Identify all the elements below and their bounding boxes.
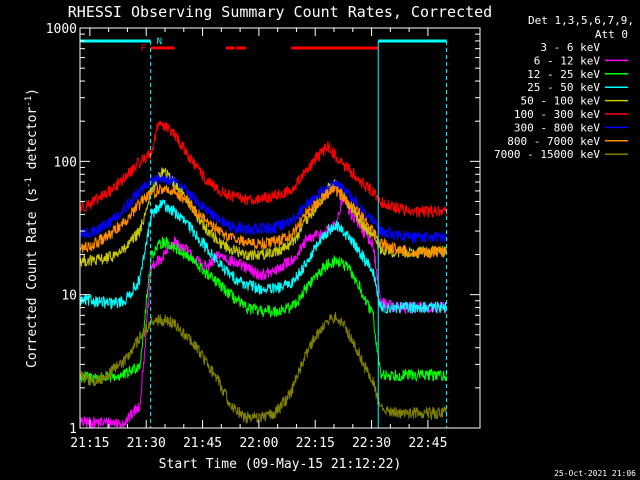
- legend-label-3: 25 - 50 keV: [527, 81, 600, 94]
- flare-flag-label: F: [141, 44, 146, 54]
- legend-label-4: 50 - 100 keV: [521, 95, 601, 108]
- series-line-4: [79, 167, 447, 268]
- y-axis-label-main: Corrected Count Rate (s: [25, 188, 40, 368]
- y-axis-label-unit: detector: [25, 107, 40, 178]
- x-tick-label-6: 22:45: [408, 436, 447, 451]
- series-line-8: [79, 312, 447, 424]
- night-flag-label: N: [157, 37, 162, 47]
- series-line-1: [79, 195, 447, 429]
- legend-label-8: 7000 - 15000 keV: [494, 148, 600, 161]
- legend-label-6: 300 - 800 keV: [514, 121, 600, 134]
- legend-label-5: 100 - 300 keV: [514, 108, 600, 121]
- x-tick-label-3: 22:00: [239, 436, 278, 451]
- x-tick-label-2: 21:45: [183, 436, 222, 451]
- x-axis-label: Start Time (09-May-15 21:12:22): [159, 457, 402, 472]
- y-axis-label-exp2: -1: [24, 96, 34, 107]
- detector-label: Det 1,3,5,6,7,9,: [528, 14, 634, 27]
- series-line-7: [79, 184, 447, 260]
- series-layer: [79, 120, 447, 429]
- tick-layer: 21:15 21:30 21:45 22:00 22:15 22:30 22:45 1 10 10…: [46, 22, 480, 451]
- series-line-5: [79, 120, 447, 219]
- y-axis-label: Corrected Count Rate (s-1 detector-1): [24, 88, 40, 368]
- attenuator-label: Att 0: [595, 28, 628, 41]
- x-tick-label-4: 22:15: [296, 436, 335, 451]
- legend-label-7: 800 - 7000 keV: [507, 135, 600, 148]
- series-line-6: [79, 173, 447, 243]
- x-tick-label-1: 21:30: [127, 436, 166, 451]
- y-tick-label-2: 100: [54, 155, 77, 170]
- series-line-3: [79, 199, 447, 314]
- y-tick-label-0: 1: [69, 422, 77, 437]
- y-axis-label-exp: -1: [24, 177, 34, 188]
- chart-title: RHESSI Observing Summary Count Rates, Co…: [68, 3, 492, 21]
- legend-label-2: 12 - 25 keV: [527, 68, 600, 81]
- y-tick-label-3: 1000: [46, 22, 77, 37]
- y-axis-label-close: ): [25, 88, 40, 96]
- legend-label-0: 3 - 6 keV: [540, 41, 600, 54]
- x-tick-label-5: 22:30: [352, 436, 391, 451]
- legend-label-1: 6 - 12 keV: [534, 54, 601, 67]
- y-tick-label-1: 10: [61, 289, 77, 304]
- series-line-2: [79, 236, 447, 383]
- footer-timestamp: 25-Oct-2021 21:06: [554, 469, 636, 478]
- plot-frame: [79, 27, 481, 429]
- x-tick-label-0: 21:15: [70, 436, 109, 451]
